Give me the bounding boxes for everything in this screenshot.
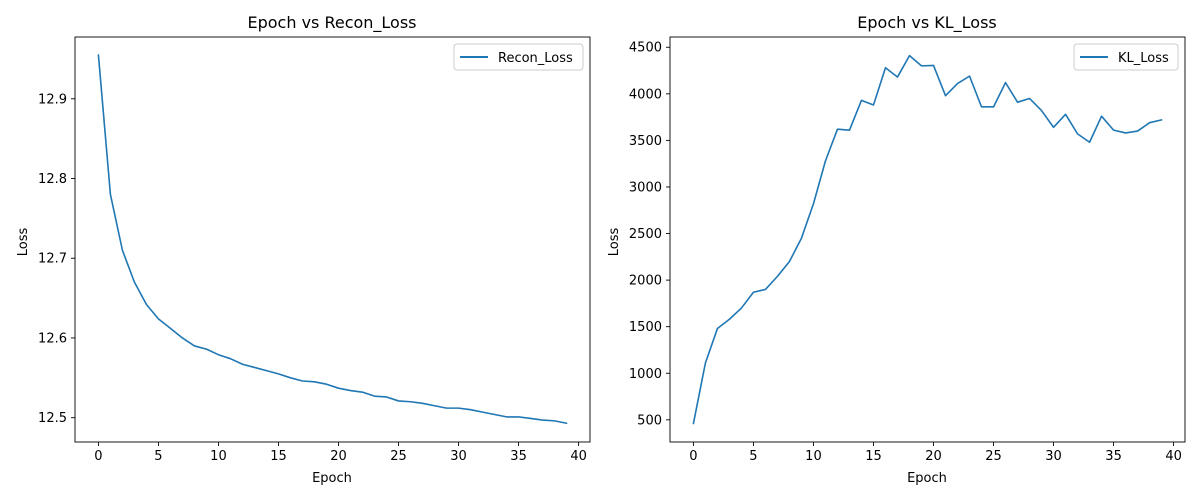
- y-tick-label: 12.9: [38, 92, 67, 107]
- x-tick-label: 40: [1165, 449, 1182, 464]
- y-tick-label: 3500: [629, 134, 662, 149]
- chart-title: Epoch vs Recon_Loss: [247, 13, 416, 33]
- x-tick-label: 10: [805, 449, 822, 464]
- y-tick-label: 2000: [629, 274, 662, 289]
- legend-entry-label: Recon_Loss: [498, 51, 573, 66]
- y-tick-label: 4000: [629, 87, 662, 102]
- x-tick-label: 30: [450, 449, 467, 464]
- x-axis-label: Epoch: [312, 471, 352, 486]
- x-tick-label: 30: [1045, 449, 1062, 464]
- y-tick-label: 3000: [629, 180, 662, 195]
- y-tick-label: 12.7: [38, 252, 67, 267]
- x-tick-label: 10: [210, 449, 227, 464]
- x-tick-label: 0: [94, 449, 102, 464]
- y-tick-label: 12.8: [38, 172, 67, 187]
- x-tick-label: 0: [689, 449, 697, 464]
- recon-loss-chart: Epoch vs Recon_Loss 0 5 10 15 20 25 30 35 40 12.5…: [16, 13, 591, 486]
- x-axis-label: Epoch: [907, 471, 947, 486]
- x-tick-label: 20: [925, 449, 942, 464]
- x-tick-label: 35: [510, 449, 527, 464]
- x-tick-label: 15: [270, 449, 287, 464]
- x-tick-label: 35: [1105, 449, 1122, 464]
- legend: Recon_Loss: [453, 43, 584, 71]
- plot-area: 0 5 10 15 20 25 30 35 40 12.5 12.6 12.7 12.8 12.9: [38, 36, 591, 464]
- x-tick-label: 5: [749, 449, 757, 464]
- x-tick-label: 20: [330, 449, 347, 464]
- y-tick-label: 4500: [629, 41, 662, 56]
- kl-loss-chart: Epoch vs KL_Loss 0 5 10 15 20 25 30 35 40 500 1000…: [607, 13, 1186, 486]
- y-tick-label: 2500: [629, 227, 662, 242]
- y-axis-label: Loss: [607, 228, 622, 257]
- x-tick-label: 25: [390, 449, 407, 464]
- plot-area: 0 5 10 15 20 25 30 35 40 500 1000 1500 2000 2500 3000 3…: [629, 36, 1186, 464]
- y-axis-label: Loss: [16, 228, 31, 257]
- y-tick-label: 12.6: [38, 331, 67, 346]
- x-tick-label: 25: [985, 449, 1002, 464]
- y-tick-label: 1500: [629, 320, 662, 335]
- series-line-kl-loss: [692, 54, 1163, 425]
- chart-title: Epoch vs KL_Loss: [857, 13, 996, 33]
- legend-box: [453, 43, 584, 71]
- y-tick-label: 1000: [629, 367, 662, 382]
- legend: KL_Loss: [1073, 43, 1179, 71]
- x-tick-label: 5: [154, 449, 162, 464]
- legend-entry-label: KL_Loss: [1118, 51, 1169, 66]
- axes-frame: [669, 36, 1186, 443]
- legend-box: [1073, 43, 1179, 71]
- axes-frame: [74, 36, 591, 443]
- x-tick-label: 15: [865, 449, 882, 464]
- y-tick-label: 12.5: [38, 411, 67, 426]
- x-tick-label: 40: [570, 449, 587, 464]
- series-line-recon-loss: [97, 54, 568, 425]
- y-tick-label: 500: [637, 413, 662, 428]
